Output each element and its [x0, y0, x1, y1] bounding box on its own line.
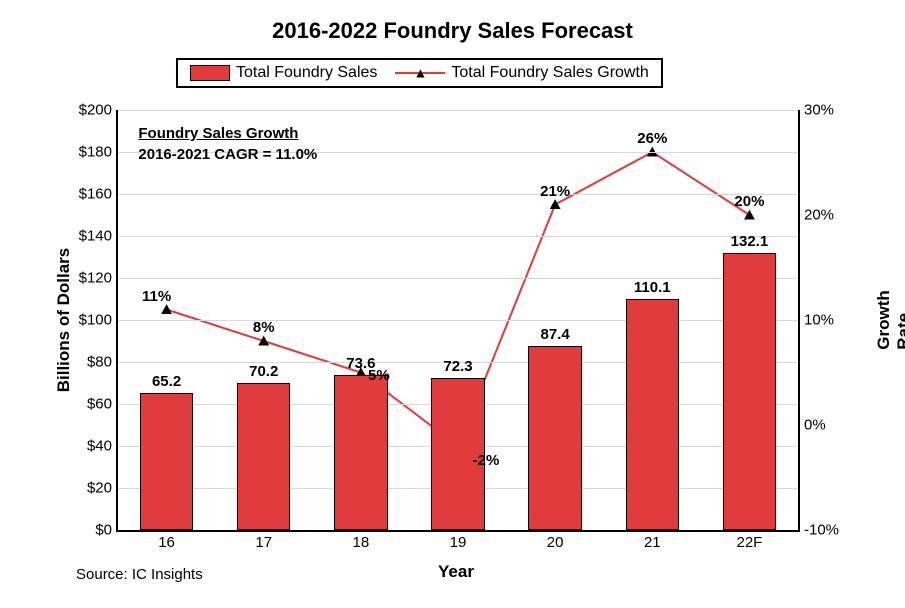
bar-value-label: 87.4 — [541, 326, 570, 343]
x-axis-tick-label: 20 — [547, 534, 564, 551]
bar-value-label: 132.1 — [731, 233, 769, 250]
line-point-label: 8% — [253, 319, 275, 336]
triangle-marker-icon: ▲ — [413, 65, 427, 79]
right-axis-tick-label: 10% — [804, 312, 834, 329]
annotation-line-2: 2016-2021 CAGR = 11.0% — [138, 144, 317, 165]
left-axis-tick-label: $0 — [95, 522, 112, 539]
gridline — [118, 278, 798, 279]
left-axis-tick-label: $80 — [87, 354, 112, 371]
right-axis-tick-label: -10% — [804, 522, 839, 539]
left-axis-tick-label: $140 — [79, 228, 112, 245]
line-point-label: 26% — [637, 130, 667, 147]
left-axis-tick-label: $200 — [79, 102, 112, 119]
chart-title: 2016-2022 Foundry Sales Forecast — [0, 18, 905, 44]
left-axis-tick-label: $160 — [79, 186, 112, 203]
bar — [334, 375, 387, 530]
x-axis-tick-label: 16 — [158, 534, 175, 551]
source-text: Source: IC Insights — [76, 566, 203, 583]
bar — [723, 253, 776, 530]
bar — [140, 393, 193, 530]
legend-label: Total Foundry Sales — [236, 64, 377, 82]
left-axis-tick-label: $60 — [87, 396, 112, 413]
gridline — [118, 236, 798, 237]
gridline — [118, 110, 798, 111]
legend-swatch-bar — [190, 65, 230, 81]
left-axis-title: Billions of Dollars — [54, 248, 74, 393]
bar-value-label: 72.3 — [443, 358, 472, 375]
right-axis-tick-label: 20% — [804, 207, 834, 224]
left-axis-tick-label: $20 — [87, 480, 112, 497]
right-axis-tick-label: 0% — [804, 417, 826, 434]
gridline — [118, 320, 798, 321]
left-axis-tick-label: $100 — [79, 312, 112, 329]
bar-value-label: 65.2 — [152, 373, 181, 390]
legend-item: Total Foundry Sales — [190, 64, 377, 82]
x-axis-title: Year — [438, 562, 474, 582]
x-axis-tick-label: 19 — [450, 534, 467, 551]
line-point-label: 11% — [142, 288, 171, 305]
bar — [237, 383, 290, 530]
triangle-marker-icon — [161, 304, 172, 314]
plot-area: $0$20$40$60$80$100$120$140$160$180$200-1… — [116, 110, 800, 532]
line-point-label: 5% — [368, 367, 390, 384]
right-axis-title: Growth Rate — [874, 290, 905, 350]
line-point-label: 20% — [734, 193, 764, 210]
legend-swatch-line: ▲ — [395, 65, 445, 81]
legend-label: Total Foundry Sales Growth — [451, 64, 648, 82]
right-axis-tick-label: 30% — [804, 102, 834, 119]
x-axis-tick-label: 21 — [644, 534, 661, 551]
left-axis-tick-label: $120 — [79, 270, 112, 287]
bar-value-label: 70.2 — [249, 363, 278, 380]
annotation-line-1: Foundry Sales Growth — [138, 123, 317, 144]
line-point-label: -2% — [473, 452, 500, 469]
x-axis-tick-label: 22F — [736, 534, 762, 551]
chart-container: 2016-2022 Foundry Sales Forecast Total F… — [0, 0, 905, 608]
annotation-box: Foundry Sales Growth2016-2021 CAGR = 11.… — [138, 123, 317, 165]
triangle-marker-icon — [258, 336, 269, 346]
bar-value-label: 110.1 — [634, 279, 671, 296]
legend-item: ▲ Total Foundry Sales Growth — [395, 64, 648, 82]
legend: Total Foundry Sales ▲ Total Foundry Sales … — [176, 58, 663, 88]
bar — [528, 346, 581, 530]
bar — [626, 299, 679, 530]
left-axis-tick-label: $40 — [87, 438, 112, 455]
x-axis-tick-label: 17 — [255, 534, 272, 551]
triangle-marker-icon — [550, 199, 561, 209]
line-point-label: 21% — [540, 183, 570, 200]
x-axis-tick-label: 18 — [353, 534, 370, 551]
gridline — [118, 194, 798, 195]
left-axis-tick-label: $180 — [79, 144, 112, 161]
triangle-marker-icon — [744, 210, 755, 220]
